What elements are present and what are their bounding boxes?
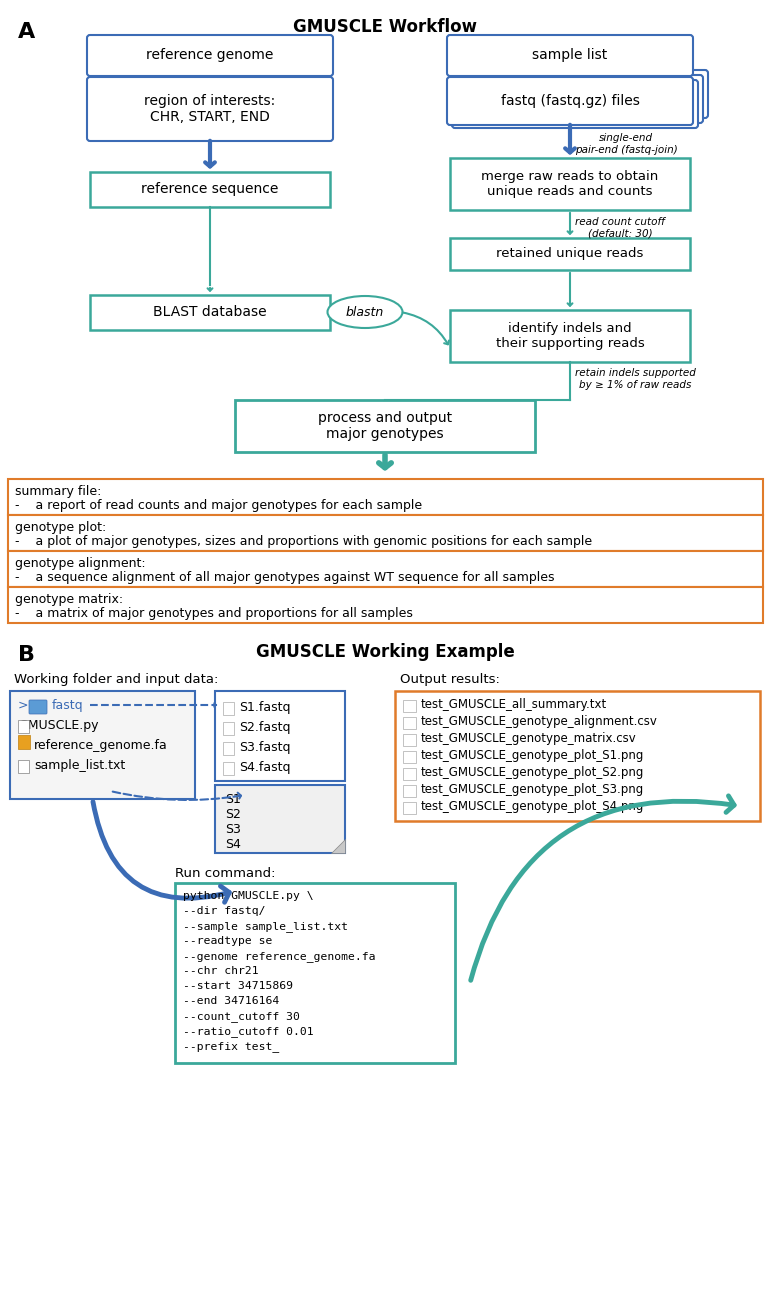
FancyBboxPatch shape bbox=[90, 295, 330, 330]
FancyBboxPatch shape bbox=[403, 785, 416, 796]
Text: --prefix test_: --prefix test_ bbox=[183, 1041, 279, 1053]
FancyBboxPatch shape bbox=[450, 158, 690, 209]
FancyBboxPatch shape bbox=[403, 734, 416, 746]
Text: A: A bbox=[18, 22, 35, 41]
Text: S3: S3 bbox=[225, 824, 241, 837]
Text: -    a sequence alignment of all major genotypes against WT sequence for all sam: - a sequence alignment of all major geno… bbox=[15, 572, 554, 584]
Text: reference sequence: reference sequence bbox=[141, 182, 278, 197]
FancyBboxPatch shape bbox=[457, 75, 703, 123]
Text: retained unique reads: retained unique reads bbox=[497, 247, 644, 260]
Text: --count_cutoff 30: --count_cutoff 30 bbox=[183, 1011, 300, 1021]
Text: test_GMUSCLE_genotype_plot_S1.png: test_GMUSCLE_genotype_plot_S1.png bbox=[421, 749, 645, 762]
FancyBboxPatch shape bbox=[450, 310, 690, 362]
Text: S4.fastq: S4.fastq bbox=[239, 762, 291, 775]
Text: B: B bbox=[18, 645, 35, 665]
Text: S4: S4 bbox=[225, 838, 241, 851]
Text: identify indels and
their supporting reads: identify indels and their supporting rea… bbox=[496, 322, 645, 350]
Text: --start 34715869: --start 34715869 bbox=[183, 981, 293, 990]
Text: --genome reference_genome.fa: --genome reference_genome.fa bbox=[183, 950, 375, 962]
Text: --end 34716164: --end 34716164 bbox=[183, 996, 279, 1006]
Text: reference genome: reference genome bbox=[146, 49, 274, 62]
FancyBboxPatch shape bbox=[447, 78, 693, 125]
FancyBboxPatch shape bbox=[235, 400, 535, 453]
FancyBboxPatch shape bbox=[395, 690, 760, 821]
Text: --ratio_cutoff 0.01: --ratio_cutoff 0.01 bbox=[183, 1027, 314, 1037]
Text: read count cutoff
(default: 30): read count cutoff (default: 30) bbox=[575, 217, 665, 239]
Text: test_GMUSCLE_genotype_alignment.csv: test_GMUSCLE_genotype_alignment.csv bbox=[421, 715, 658, 728]
Text: --sample sample_list.txt: --sample sample_list.txt bbox=[183, 921, 348, 932]
FancyBboxPatch shape bbox=[18, 734, 30, 749]
FancyBboxPatch shape bbox=[87, 35, 333, 76]
Text: fastq: fastq bbox=[52, 700, 83, 712]
Text: merge raw reads to obtain
unique reads and counts: merge raw reads to obtain unique reads a… bbox=[481, 169, 658, 198]
FancyBboxPatch shape bbox=[223, 702, 234, 715]
FancyBboxPatch shape bbox=[8, 551, 763, 587]
FancyBboxPatch shape bbox=[462, 70, 708, 118]
FancyBboxPatch shape bbox=[18, 720, 29, 733]
FancyBboxPatch shape bbox=[8, 587, 763, 623]
Ellipse shape bbox=[328, 296, 402, 328]
FancyBboxPatch shape bbox=[403, 768, 416, 780]
Text: sample_list.txt: sample_list.txt bbox=[34, 759, 125, 772]
FancyBboxPatch shape bbox=[90, 172, 330, 207]
Text: genotype alignment:: genotype alignment: bbox=[15, 557, 146, 570]
FancyBboxPatch shape bbox=[10, 690, 195, 799]
FancyBboxPatch shape bbox=[215, 785, 345, 853]
Text: single-end
pair-end (fastq-join): single-end pair-end (fastq-join) bbox=[575, 133, 678, 155]
Text: test_GMUSCLE_all_summary.txt: test_GMUSCLE_all_summary.txt bbox=[421, 698, 608, 711]
Text: Output results:: Output results: bbox=[400, 672, 500, 687]
Text: GMUSCLE Workflow: GMUSCLE Workflow bbox=[293, 18, 477, 36]
Text: fastq (fastq.gz) files: fastq (fastq.gz) files bbox=[500, 94, 639, 109]
FancyBboxPatch shape bbox=[29, 700, 47, 714]
Text: summary file:: summary file: bbox=[15, 485, 101, 498]
FancyBboxPatch shape bbox=[452, 80, 698, 128]
Text: Run command:: Run command: bbox=[175, 868, 275, 881]
Text: Working folder and input data:: Working folder and input data: bbox=[14, 672, 218, 687]
Text: genotype matrix:: genotype matrix: bbox=[15, 593, 123, 606]
Text: test_GMUSCLE_genotype_plot_S2.png: test_GMUSCLE_genotype_plot_S2.png bbox=[421, 765, 645, 778]
FancyBboxPatch shape bbox=[223, 721, 234, 734]
Text: reference_genome.fa: reference_genome.fa bbox=[34, 740, 168, 753]
FancyBboxPatch shape bbox=[223, 762, 234, 775]
Text: --chr chr21: --chr chr21 bbox=[183, 966, 258, 976]
Text: S2.fastq: S2.fastq bbox=[239, 721, 291, 734]
Text: -    a matrix of major genotypes and proportions for all samples: - a matrix of major genotypes and propor… bbox=[15, 606, 413, 621]
Text: S3.fastq: S3.fastq bbox=[239, 741, 291, 754]
Text: genotype plot:: genotype plot: bbox=[15, 521, 106, 534]
Text: >: > bbox=[18, 700, 29, 712]
Text: python GMUSCLE.py \: python GMUSCLE.py \ bbox=[183, 891, 314, 901]
Text: GMUSCLE Working Example: GMUSCLE Working Example bbox=[256, 643, 514, 661]
FancyBboxPatch shape bbox=[223, 742, 234, 755]
Text: test_GMUSCLE_genotype_matrix.csv: test_GMUSCLE_genotype_matrix.csv bbox=[421, 732, 637, 745]
FancyBboxPatch shape bbox=[8, 478, 763, 515]
FancyBboxPatch shape bbox=[450, 238, 690, 270]
FancyBboxPatch shape bbox=[403, 802, 416, 815]
FancyBboxPatch shape bbox=[403, 700, 416, 712]
FancyBboxPatch shape bbox=[403, 751, 416, 763]
Text: -    a plot of major genotypes, sizes and proportions with genomic positions for: - a plot of major genotypes, sizes and p… bbox=[15, 535, 592, 548]
FancyBboxPatch shape bbox=[403, 718, 416, 729]
FancyBboxPatch shape bbox=[447, 35, 693, 76]
Text: process and output
major genotypes: process and output major genotypes bbox=[318, 411, 452, 441]
Text: test_GMUSCLE_genotype_plot_S4.png: test_GMUSCLE_genotype_plot_S4.png bbox=[421, 800, 645, 813]
Text: S1: S1 bbox=[225, 793, 241, 806]
Text: S1.fastq: S1.fastq bbox=[239, 701, 291, 714]
Text: --readtype se: --readtype se bbox=[183, 936, 272, 946]
FancyBboxPatch shape bbox=[215, 690, 345, 781]
Text: blastn: blastn bbox=[346, 305, 384, 318]
Text: --dir fastq/: --dir fastq/ bbox=[183, 906, 265, 915]
Polygon shape bbox=[331, 839, 345, 853]
FancyBboxPatch shape bbox=[175, 883, 455, 1063]
Text: test_GMUSCLE_genotype_plot_S3.png: test_GMUSCLE_genotype_plot_S3.png bbox=[421, 784, 645, 796]
FancyBboxPatch shape bbox=[18, 760, 29, 773]
Text: S2: S2 bbox=[225, 808, 241, 821]
Text: BLAST database: BLAST database bbox=[153, 305, 267, 319]
Text: -    a report of read counts and major genotypes for each sample: - a report of read counts and major geno… bbox=[15, 499, 423, 512]
FancyBboxPatch shape bbox=[8, 515, 763, 551]
FancyBboxPatch shape bbox=[87, 78, 333, 141]
Text: GMUSCLE.py: GMUSCLE.py bbox=[18, 719, 99, 732]
Text: retain indels supported
by ≥ 1% of raw reads: retain indels supported by ≥ 1% of raw r… bbox=[575, 369, 696, 389]
Text: region of interests:
CHR, START, END: region of interests: CHR, START, END bbox=[144, 94, 275, 124]
Text: sample list: sample list bbox=[532, 49, 608, 62]
